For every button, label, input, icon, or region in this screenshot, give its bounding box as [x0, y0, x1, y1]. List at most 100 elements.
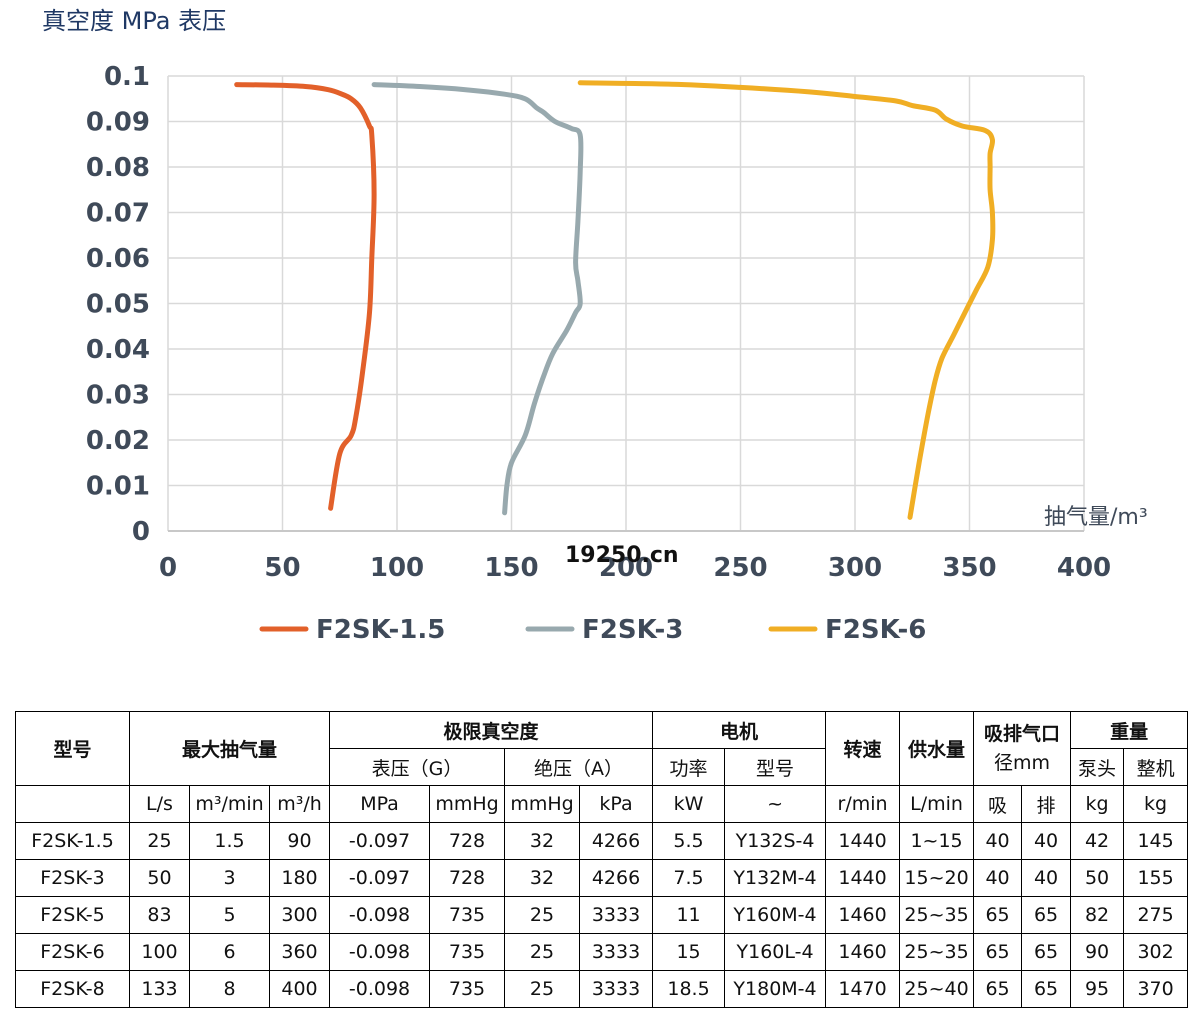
unit-cell: m³/h	[268, 785, 331, 823]
table-row: F2SK-8 133 8 400 -0.098 735 25 3333 18.5 Y180M-4 1…	[15, 970, 1189, 1008]
data-cell: 32	[504, 822, 581, 860]
table-row: F2SK-6 100 6 360 -0.098 735 25 3333 15 Y160L-4 146…	[15, 933, 1189, 971]
data-cell: 5.5	[652, 822, 726, 860]
x-tick-label: 200	[599, 553, 653, 583]
unit-cell: 吸	[973, 785, 1023, 823]
data-cell: 18.5	[652, 970, 726, 1008]
data-cell: 155	[1123, 859, 1189, 897]
data-cell: 25	[504, 896, 581, 934]
model-cell: F2SK-8	[15, 970, 130, 1008]
data-cell: 95	[1070, 970, 1125, 1008]
header-max-flow: 最大抽气量	[128, 711, 331, 786]
legend-label: F2SK-3	[582, 615, 683, 645]
header-water: 供水量	[899, 711, 975, 786]
data-cell: 82	[1070, 896, 1125, 934]
data-cell: -0.097	[329, 822, 431, 860]
data-cell: 25~35	[899, 933, 975, 971]
data-cell: 25~40	[899, 970, 975, 1008]
data-cell: 735	[429, 896, 506, 934]
data-cell: Y132S-4	[724, 822, 827, 860]
y-tick-label: 0.1	[104, 62, 150, 92]
data-cell: 65	[1021, 970, 1072, 1008]
data-cell: 1440	[825, 859, 901, 897]
data-cell: 50	[1070, 859, 1125, 897]
x-tick-label: 350	[942, 553, 996, 583]
unit-cell: kg	[1123, 785, 1189, 823]
x-tick-label: 0	[159, 553, 177, 583]
x-tick-label: 300	[828, 553, 882, 583]
unit-cell: 排	[1021, 785, 1072, 823]
table-row: F2SK-1.5 25 1.5 90 -0.097 728 32 4266 5.5 Y132S-4…	[15, 822, 1189, 860]
data-cell: 145	[1123, 822, 1189, 860]
data-cell: 15~20	[899, 859, 975, 897]
data-cell: 3333	[579, 970, 654, 1008]
data-cell: 25	[504, 970, 581, 1008]
unit-cell: ~	[724, 785, 827, 823]
unit-cell: r/min	[825, 785, 901, 823]
y-tick-label: 0.01	[86, 472, 150, 502]
unit-cell: kg	[1070, 785, 1125, 823]
data-cell: 1440	[825, 822, 901, 860]
table-header-row-1: 型号 最大抽气量 极限真空度 电机 转速 供水量 吸排气口 径mm 重量	[15, 711, 1189, 786]
data-cell: 300	[268, 896, 331, 934]
x-tick-label: 100	[370, 553, 424, 583]
data-cell: 90	[268, 822, 331, 860]
table-unit-row: L/s m³/min m³/h MPa mmHg mmHg kPa kW ~ r/min L/min…	[15, 785, 1189, 823]
model-cell: F2SK-1.5	[15, 822, 130, 860]
data-cell: 25~35	[899, 896, 975, 934]
unit-cell: mmHg	[429, 785, 506, 823]
table-row: F2SK-5 83 5 300 -0.098 735 25 3333 11 Y160M-4 1460…	[15, 896, 1189, 934]
data-cell: 6	[189, 933, 270, 971]
data-cell: 50	[129, 859, 190, 897]
header-ultimate-vacuum: 极限真空度	[329, 711, 654, 749]
x-axis-title: 抽气量/m³	[1044, 505, 1148, 530]
data-cell: 180	[268, 859, 331, 897]
data-cell: 7.5	[652, 859, 726, 897]
header-pump-head: 泵头	[1070, 748, 1125, 786]
data-cell: -0.098	[329, 896, 431, 934]
data-cell: 3	[189, 859, 270, 897]
data-cell: 65	[973, 970, 1023, 1008]
data-cell: 4266	[579, 859, 654, 897]
model-cell: F2SK-6	[15, 933, 130, 971]
model-cell: F2SK-5	[15, 896, 130, 934]
table-row: F2SK-3 50 3 180 -0.097 728 32 4266 7.5 Y132M-4 144…	[15, 859, 1189, 897]
x-tick-label: 50	[264, 553, 300, 583]
data-cell: 1470	[825, 970, 901, 1008]
unit-cell: kPa	[579, 785, 654, 823]
header-absolute: 绝压（A）	[504, 748, 654, 786]
header-speed: 转速	[825, 711, 901, 786]
y-tick-label: 0.02	[86, 426, 150, 456]
data-cell: Y132M-4	[724, 859, 827, 897]
unit-cell: MPa	[329, 785, 431, 823]
x-tick-labels: 0 50 100 150 200 250 300 350 400	[159, 553, 1111, 583]
data-cell: 1460	[825, 896, 901, 934]
data-cell: 100	[129, 933, 190, 971]
data-cell: 90	[1070, 933, 1125, 971]
data-cell: 3333	[579, 933, 654, 971]
data-cell: 32	[504, 859, 581, 897]
data-cell: 40	[1021, 822, 1072, 860]
data-cell: Y160M-4	[724, 896, 827, 934]
data-cell: 40	[1021, 859, 1072, 897]
data-cell: 25	[504, 933, 581, 971]
header-motor-model: 型号	[724, 748, 827, 786]
data-cell: 65	[1021, 933, 1072, 971]
data-cell: -0.098	[329, 933, 431, 971]
x-tick-label: 400	[1057, 553, 1111, 583]
unit-empty	[15, 785, 130, 823]
y-tick-label: 0.09	[86, 108, 150, 138]
data-cell: 370	[1123, 970, 1189, 1008]
unit-cell: m³/min	[189, 785, 270, 823]
data-cell: -0.098	[329, 970, 431, 1008]
data-cell: 735	[429, 970, 506, 1008]
unit-cell: mmHg	[504, 785, 581, 823]
x-tick-label: 250	[713, 553, 767, 583]
header-model: 型号	[15, 711, 130, 786]
data-cell: 728	[429, 822, 506, 860]
data-cell: 133	[129, 970, 190, 1008]
unit-cell: kW	[652, 785, 726, 823]
data-cell: 40	[973, 822, 1023, 860]
data-cell: 15	[652, 933, 726, 971]
table-header-row-2: 表压（G） 绝压（A） 功率 型号 泵头 整机	[16, 748, 1189, 786]
